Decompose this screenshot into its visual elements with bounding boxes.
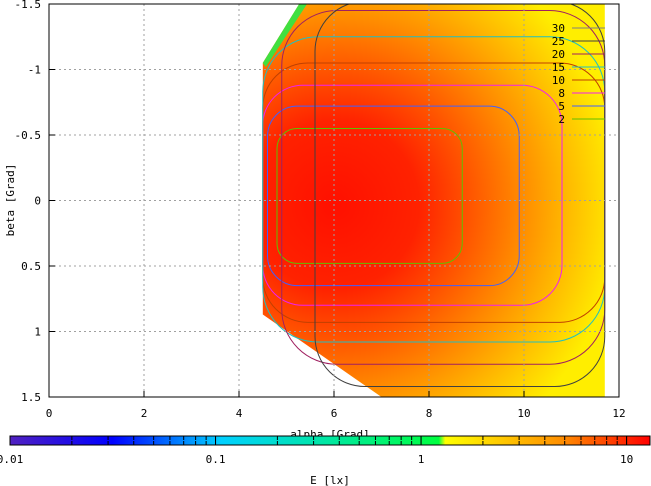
y-tick-label: -0.5 bbox=[15, 129, 42, 142]
x-tick-label: 4 bbox=[236, 407, 243, 420]
x-tick-label: 2 bbox=[141, 407, 148, 420]
legend-label-2: 2 bbox=[558, 113, 565, 126]
x-tick-label: 12 bbox=[612, 407, 625, 420]
contour-line-25 bbox=[314, 4, 606, 388]
colorbar-tick-label: 10 bbox=[620, 453, 633, 466]
contour-line-2 bbox=[276, 127, 463, 264]
colorbar: 0.01 0.1 1 10 E [lx] bbox=[0, 435, 651, 486]
y-tick-label: -1.5 bbox=[15, 0, 42, 11]
legend-label-8: 8 bbox=[558, 87, 565, 100]
x-tick-label: 8 bbox=[426, 407, 433, 420]
colorbar-tick-label: 1 bbox=[418, 453, 425, 466]
y-tick-label: 0 bbox=[34, 195, 41, 208]
heatmap-region bbox=[262, 4, 605, 397]
colorbar-tick-label: 0.01 bbox=[0, 453, 23, 466]
x-tick-label: 6 bbox=[331, 407, 338, 420]
legend-label-30: 30 bbox=[552, 22, 565, 35]
colorbar-label: E [lx] bbox=[310, 474, 350, 486]
legend-label-15: 15 bbox=[552, 61, 565, 74]
contour-lines bbox=[262, 4, 606, 388]
y-tick-label: 1 bbox=[34, 326, 41, 339]
colorbar-tick-label: 0.1 bbox=[206, 453, 226, 466]
x-axis-ticks: 0 2 4 6 8 10 12 bbox=[46, 391, 626, 420]
legend-label-20: 20 bbox=[552, 48, 565, 61]
y-tick-label: -1 bbox=[28, 64, 41, 77]
contour-line-5 bbox=[267, 105, 520, 287]
y-tick-label: 0.5 bbox=[21, 260, 41, 273]
legend-label-5: 5 bbox=[558, 100, 565, 113]
grid-lines bbox=[49, 4, 619, 397]
low-illuminance-edge bbox=[262, 4, 308, 67]
y-tick-label: 1.5 bbox=[21, 391, 41, 404]
y-axis-ticks: -1.5 -1 -0.5 0 0.5 1 1.5 bbox=[15, 0, 55, 404]
y-axis-label: beta [Grad] bbox=[4, 164, 17, 237]
legend-label-10: 10 bbox=[552, 74, 565, 87]
x-tick-label: 10 bbox=[517, 407, 530, 420]
colorbar-ticks: 0.01 0.1 1 10 bbox=[0, 436, 633, 466]
legend-label-25: 25 bbox=[552, 35, 565, 48]
plot-area: 0 2 4 6 8 10 12 -1.5-1-0.500.511.5 30252015108… bbox=[15, 0, 626, 420]
x-tick-label: 0 bbox=[46, 407, 53, 420]
colorbar-gradient bbox=[9, 435, 651, 446]
